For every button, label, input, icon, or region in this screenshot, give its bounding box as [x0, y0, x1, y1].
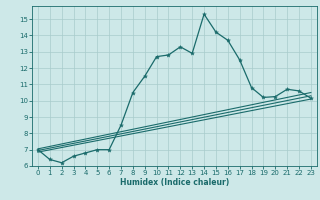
X-axis label: Humidex (Indice chaleur): Humidex (Indice chaleur) — [120, 178, 229, 187]
